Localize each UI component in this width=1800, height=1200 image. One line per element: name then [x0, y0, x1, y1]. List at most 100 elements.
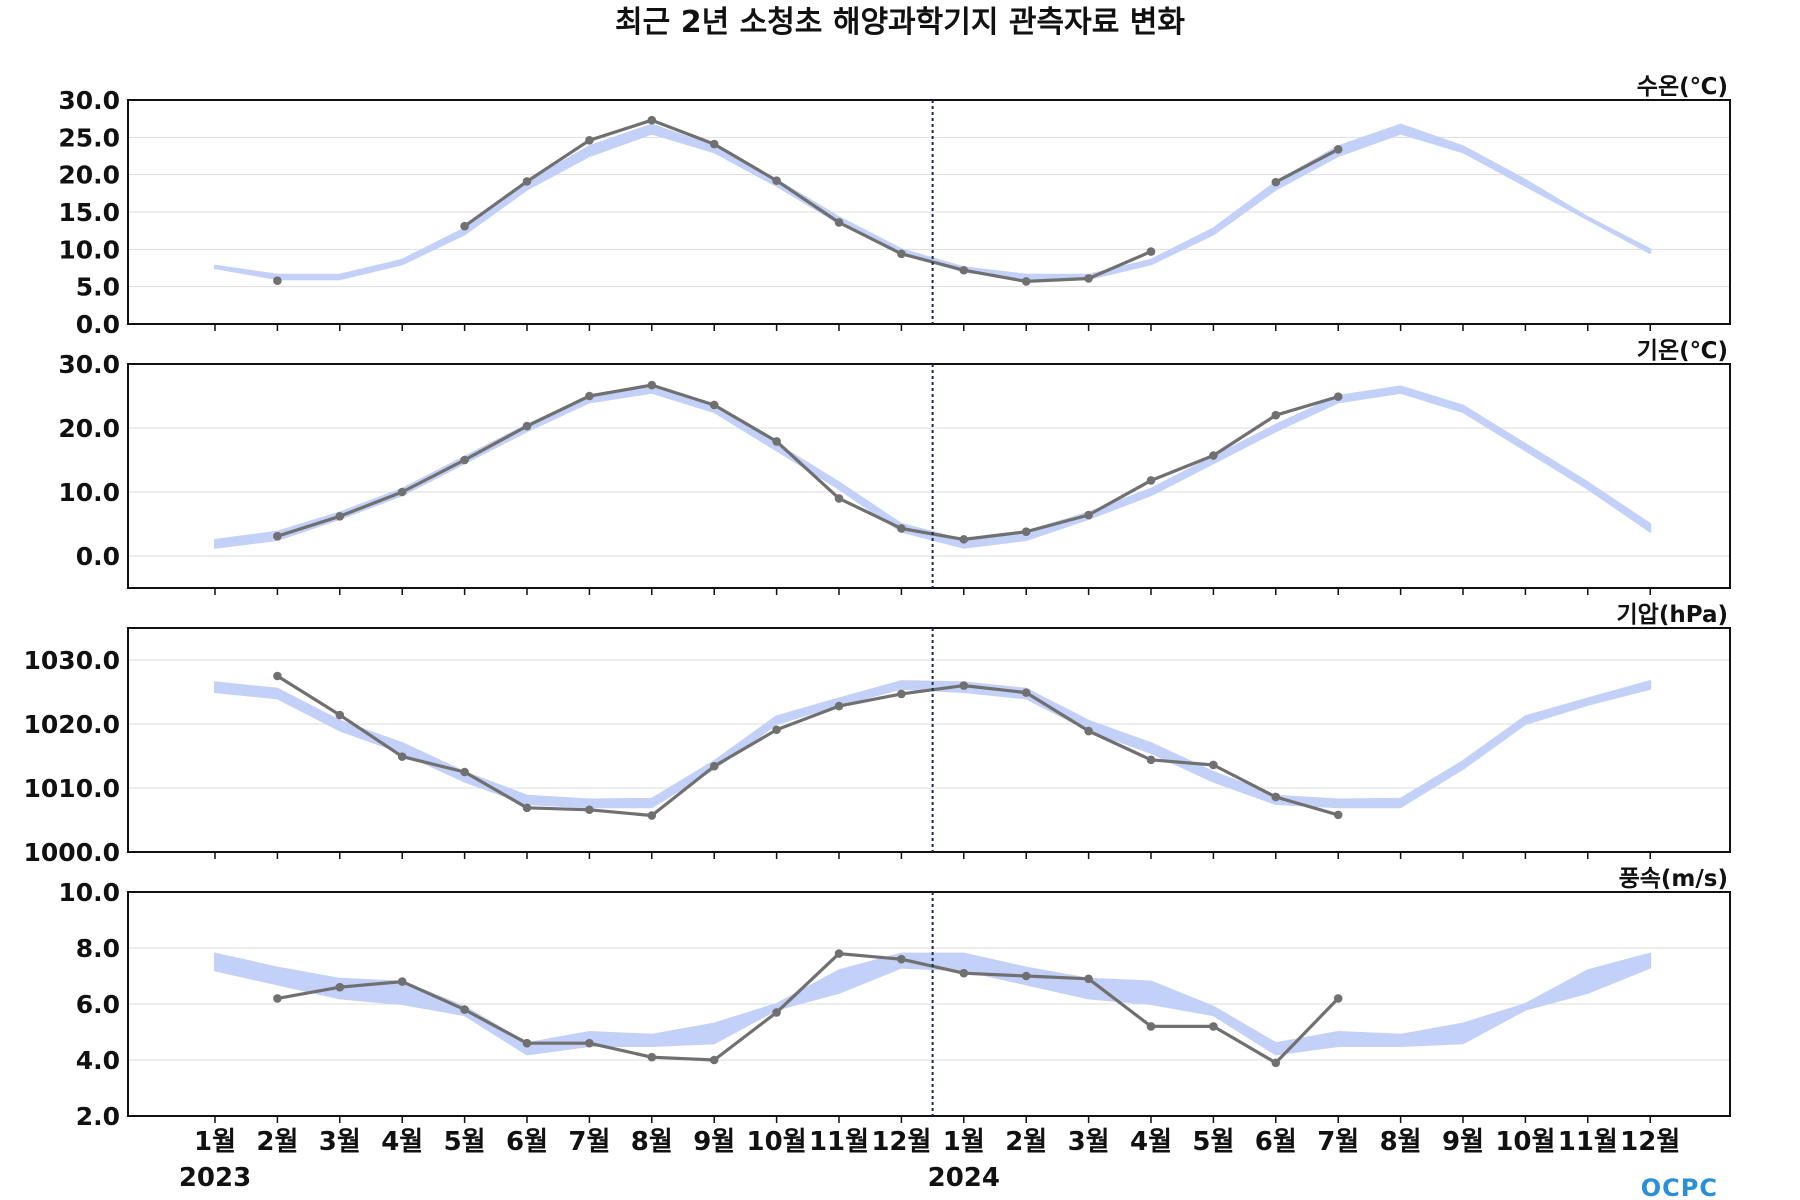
x-tick-label: 3월: [1068, 1127, 1110, 1157]
panels-layer: 0.0 5.0 10.0 15.0 20.0 25.0 30.0 수온(℃) 0.0 10.0 20…: [24, 74, 1731, 1131]
x-tick-label: 8월: [631, 1127, 673, 1157]
data-point: [1021, 277, 1031, 286]
data-point: [522, 177, 532, 186]
y-tick-label: 4.0: [76, 1046, 120, 1075]
panel-frame: [127, 99, 1731, 325]
x-axis: 1월 2월 3월 4월 5월 6월 7월 8월 9월 10월 11월 12월 1월 2월 3월 4월 5월 6월 7…: [179, 1127, 1680, 1193]
x-tick-label: 4월: [381, 1127, 423, 1157]
x-tick-label: 1월: [943, 1127, 985, 1157]
x-tick-label: 11월: [809, 1127, 869, 1157]
y-tick-label: 20.0: [58, 161, 120, 190]
data-point: [1146, 1022, 1156, 1031]
x-tick-label: 12월: [871, 1127, 931, 1157]
panel-2: 0.0 10.0 20.0 30.0 기온(℃): [58, 338, 1731, 595]
y-tick-label: 10.0: [58, 878, 120, 907]
y-tick-label: 25.0: [58, 123, 120, 152]
y-tick-label: 0.0: [76, 310, 120, 339]
y-tick-label: 10.0: [58, 235, 120, 264]
data-point: [273, 994, 282, 1003]
x-tick-label: 7월: [1317, 1127, 1359, 1157]
data-point: [772, 725, 781, 735]
data-point: [1209, 1022, 1218, 1031]
x-tick-label: 8월: [1380, 1127, 1422, 1157]
data-point: [897, 689, 906, 699]
data-point: [1209, 760, 1218, 770]
data-point: [959, 265, 969, 275]
x-tick-label: 2월: [256, 1127, 298, 1157]
data-point: [709, 139, 719, 149]
data-point: [335, 512, 345, 521]
data-point: [273, 531, 282, 541]
data-point: [273, 276, 282, 285]
data-point: [585, 1038, 594, 1048]
data-point: [959, 968, 969, 978]
data-point: [1021, 971, 1031, 981]
chart-title: 최근 2년 소청초 해양과학기지 관측자료 변화: [615, 5, 1185, 40]
observed-line: [276, 383, 1339, 542]
y-tick-label: 10.0: [58, 478, 120, 507]
y-tick-label: 2.0: [76, 1102, 120, 1131]
data-point: [1084, 510, 1093, 520]
ocpc-logo: OCPC: [1641, 1174, 1718, 1200]
data-point: [897, 524, 906, 533]
data-point: [1271, 1058, 1281, 1068]
observed-line: [1275, 147, 1339, 184]
data-point: [273, 671, 282, 681]
data-point: [585, 136, 594, 145]
data-point: [1209, 451, 1218, 460]
data-point: [522, 1038, 532, 1048]
panel-1: 0.0 5.0 10.0 15.0 20.0 25.0 30.0 수온(℃): [58, 74, 1731, 339]
x-tick-label: 6월: [1255, 1127, 1297, 1157]
data-point: [1333, 392, 1343, 401]
data-point: [397, 487, 407, 497]
data-point: [460, 455, 469, 465]
x-tick-label: 10월: [747, 1127, 807, 1157]
data-point: [1146, 247, 1156, 256]
normal-range-band: [214, 680, 1652, 809]
data-point: [959, 535, 969, 544]
data-point: [647, 380, 657, 390]
x-tick-label: 10월: [1495, 1127, 1555, 1157]
year-label: 2023: [179, 1163, 251, 1193]
observed-line: [276, 674, 1339, 818]
y-tick-label: 0.0: [76, 542, 120, 571]
panel-frame: [127, 627, 1731, 853]
data-point: [772, 1008, 781, 1017]
x-tick-label: 11월: [1558, 1127, 1618, 1157]
data-point: [460, 767, 469, 777]
data-point: [1021, 688, 1031, 697]
x-tick-label: 9월: [1442, 1127, 1484, 1157]
data-point: [772, 437, 781, 446]
data-point: [772, 176, 781, 185]
data-point: [647, 811, 657, 820]
x-tick-label: 6월: [506, 1127, 548, 1157]
panel-3: 1000.0 1010.0 1020.0 1030.0 기압(hPa): [24, 602, 1731, 867]
data-point: [1333, 144, 1343, 154]
x-tick-label: 2월: [1005, 1127, 1047, 1157]
panel-frame: [127, 891, 1731, 1117]
y-tick-label: 1010.0: [24, 774, 120, 803]
x-tick-label: 7월: [568, 1127, 610, 1157]
data-point: [1084, 274, 1093, 283]
data-point: [1333, 994, 1343, 1003]
data-point: [1021, 527, 1031, 536]
panel-unit-label: 기온(℃): [1637, 338, 1728, 364]
x-tick-label: 9월: [693, 1127, 735, 1157]
data-point: [834, 494, 844, 503]
panel-unit-label: 수온(℃): [1637, 74, 1728, 100]
data-point: [709, 761, 719, 771]
observed-line: [463, 118, 1152, 283]
data-point: [460, 1005, 469, 1014]
data-point: [897, 249, 906, 259]
data-point: [1146, 755, 1156, 765]
data-point: [1084, 974, 1093, 984]
x-tick-label: 12월: [1620, 1127, 1680, 1157]
y-tick-label: 30.0: [58, 350, 120, 379]
x-tick-label: 3월: [319, 1127, 361, 1157]
data-point: [460, 221, 469, 231]
data-point: [834, 218, 844, 227]
data-point: [1146, 476, 1156, 485]
x-tick-label: 5월: [1192, 1127, 1234, 1157]
data-point: [709, 1055, 719, 1065]
